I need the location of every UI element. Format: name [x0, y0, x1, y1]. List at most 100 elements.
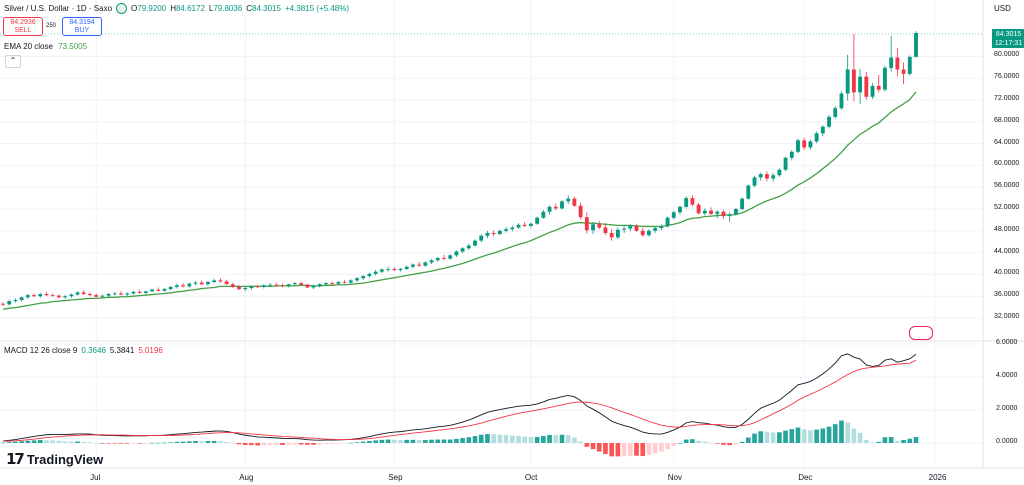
price-tick-label: 60.0000 [994, 160, 1020, 168]
collapse-legend-button[interactable]: ⌃ [5, 55, 21, 68]
macd-hist-bar [541, 436, 546, 443]
symbol-title[interactable]: Silver / U.S. Dollar · 1D · Saxo [4, 4, 113, 13]
candle-body [218, 280, 223, 282]
month-label: Dec [798, 473, 813, 482]
candle-body [510, 227, 515, 230]
macd-hist-bar [627, 443, 633, 456]
candle-body [622, 228, 627, 230]
candle-body [119, 293, 123, 295]
macd-hist-bar [590, 443, 596, 450]
candle-body [106, 294, 111, 296]
candle-body [591, 224, 595, 231]
macd-hist-bar [634, 443, 639, 456]
macd-hist-bar [745, 437, 751, 443]
open-label: O [131, 4, 138, 13]
candle-body [678, 206, 682, 213]
macd-hist-bar [379, 439, 385, 443]
macd-hist-bar [603, 443, 608, 455]
macd-hist-bar [901, 440, 906, 443]
candle-body [628, 225, 633, 229]
price-tick-label: 76.0000 [994, 73, 1020, 81]
macd-hist-bar [286, 443, 292, 445]
tradingview-logo[interactable]: 𝟭𝟳 TradingView [6, 450, 103, 468]
macd-hist-bar [273, 443, 279, 445]
candle-body [187, 283, 192, 287]
macd-hist-bar [503, 435, 509, 443]
candle-body [435, 258, 440, 261]
macd-hist-bar [727, 443, 733, 446]
macd-hist-bar [851, 428, 857, 443]
macd-hist-bar [640, 443, 646, 457]
macd-hist-bar [683, 439, 689, 443]
ema-legend[interactable]: EMA 20 close 73.5005 [4, 42, 87, 51]
macd-hist-bar [305, 443, 310, 445]
macd-value: 5.3841 [109, 346, 135, 355]
candle-body [330, 283, 335, 284]
macd-hist-bar [50, 440, 56, 443]
macd-hist-bar [267, 443, 273, 446]
candle-body [69, 294, 74, 297]
hist-layer [0, 420, 919, 457]
events-flag-icon[interactable] [909, 326, 933, 340]
price-tick-label: 80.0000 [994, 51, 1020, 59]
macd-hist-bar [317, 443, 323, 445]
candle-body [274, 284, 279, 286]
price-tick-label: 56.0000 [994, 182, 1020, 190]
macd-hist-bar [180, 441, 186, 443]
candle-body [38, 294, 43, 297]
candle-body [522, 224, 527, 226]
macd-hist-bar [143, 443, 149, 444]
candle-body [802, 140, 807, 148]
candle-body [336, 282, 341, 284]
macd-hist-bar [199, 441, 205, 443]
price-tick-label: 64.0000 [994, 138, 1020, 146]
buy-button[interactable]: 84.3194 BUY [62, 17, 102, 36]
candle-body [572, 198, 577, 206]
candle-body [100, 295, 105, 297]
macd-hist-bar [553, 435, 559, 443]
macd-hist-value: 0.3646 [81, 346, 106, 355]
candle-body [404, 266, 409, 269]
candle-body [491, 232, 496, 235]
candle-body [212, 280, 217, 283]
candle-body [268, 284, 272, 286]
candle-body [721, 211, 726, 217]
macd-hist-bar [174, 441, 180, 443]
currency-selector[interactable]: USD [994, 4, 1011, 13]
macd-legend[interactable]: MACD 12 26 close 9 0.3646 5.3841 5.0196 [4, 346, 163, 355]
macd-hist-bar [280, 443, 285, 445]
current-price-value: 84.3015 [995, 31, 1022, 38]
macd-hist-bar [826, 426, 832, 443]
macd-hist-bar [882, 437, 888, 443]
sell-button[interactable]: 84.2936 SELL [3, 17, 43, 36]
macd-hist-bar [236, 443, 242, 445]
candle-body [75, 292, 80, 295]
macd-hist-bar [491, 434, 496, 443]
macd-hist-bar [37, 440, 43, 443]
macd-hist-bar [721, 443, 726, 445]
candle-body [454, 251, 459, 256]
macd-hist-bar [652, 443, 658, 454]
high-value: 84.6172 [175, 4, 205, 13]
macd-hist-bar [62, 441, 68, 443]
sell-price: 84.2936 [10, 19, 36, 26]
macd-hist-bar [665, 443, 670, 450]
candle-body [547, 206, 552, 212]
macd-hist-bar [845, 422, 851, 443]
change-value: +4.3815 (+5.48%) [284, 4, 350, 13]
candle-body [858, 76, 863, 93]
price-tick-label: 72.0000 [994, 95, 1020, 103]
macd-hist-bar [671, 443, 677, 446]
candle-body [789, 151, 794, 158]
macd-hist-bar [162, 442, 167, 444]
candle-body [448, 255, 453, 259]
candle-body [94, 295, 99, 297]
macd-hist-bar [211, 441, 217, 443]
month-label: Sep [388, 473, 403, 482]
candle-body [156, 289, 161, 291]
macd-hist-bar [509, 435, 515, 443]
candle-body [429, 260, 434, 263]
month-label: Oct [524, 473, 538, 482]
candle-body [181, 285, 186, 287]
